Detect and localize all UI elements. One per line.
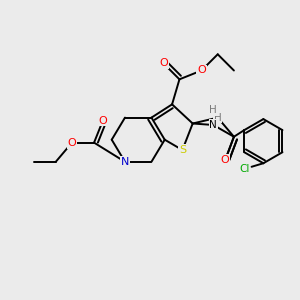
Text: O: O [159, 58, 168, 68]
Text: O: O [68, 138, 76, 148]
Text: Cl: Cl [239, 164, 249, 174]
Text: H: H [214, 112, 222, 123]
Text: O: O [98, 116, 107, 126]
Text: O: O [221, 155, 230, 165]
Text: N: N [209, 120, 217, 130]
Text: H: H [209, 105, 217, 115]
Text: N: N [121, 157, 129, 167]
Text: S: S [179, 145, 186, 155]
Text: O: O [197, 65, 206, 76]
